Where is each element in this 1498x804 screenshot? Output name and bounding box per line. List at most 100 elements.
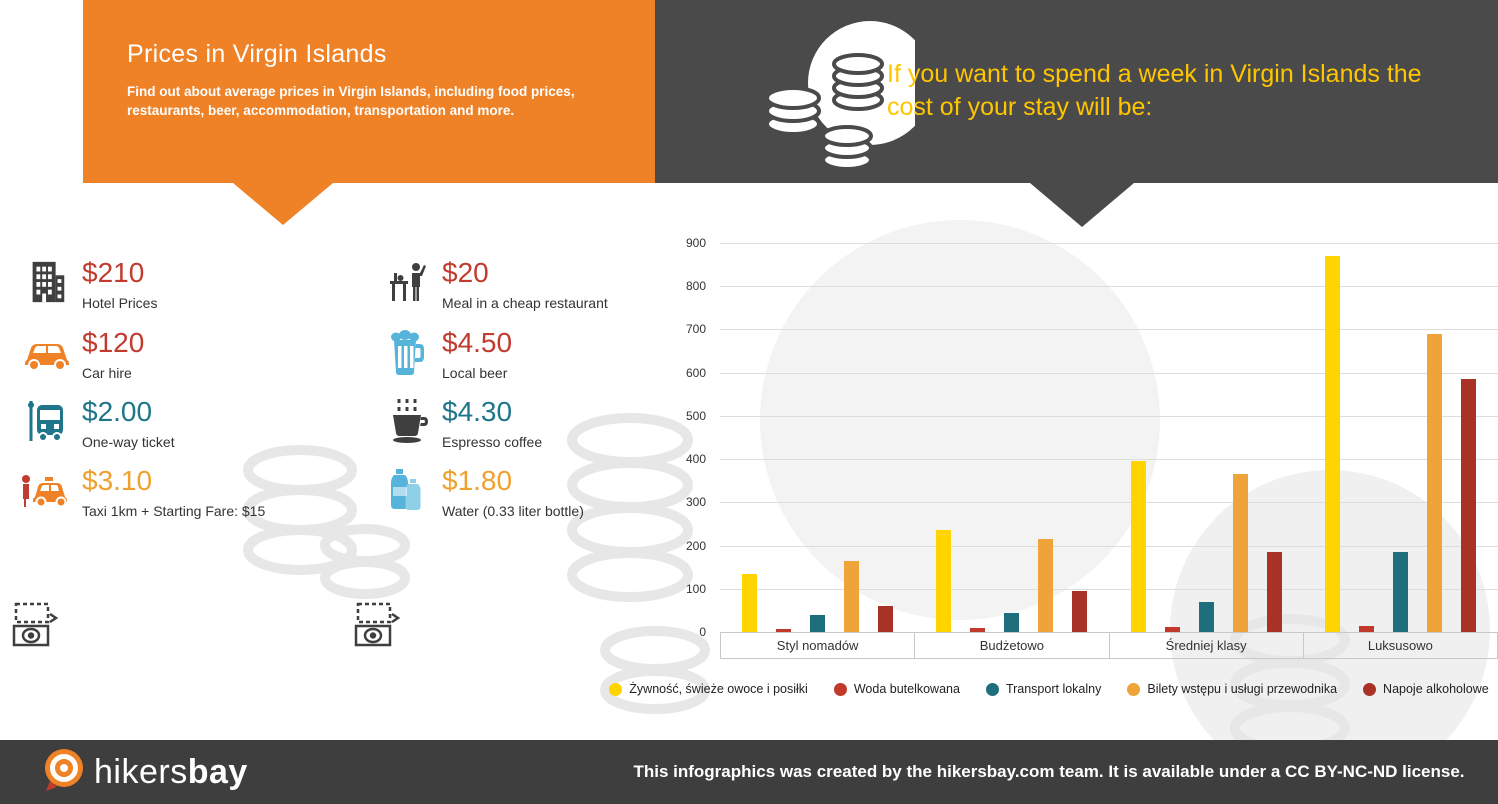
price-amount: $2.00 <box>82 396 153 427</box>
bar <box>1038 539 1054 632</box>
bar <box>809 614 825 632</box>
page-subtitle: Find out about average prices in Virgin … <box>127 84 575 118</box>
bar <box>1266 552 1282 632</box>
restaurant-icon <box>372 256 442 308</box>
bus-icon <box>12 395 82 447</box>
bar <box>1004 612 1020 632</box>
price-label: Meal in a cheap restaurant <box>442 294 608 311</box>
bar <box>1198 601 1214 632</box>
y-tick-label: 600 <box>685 365 706 380</box>
car-icon <box>12 326 82 378</box>
water-icon <box>372 464 442 516</box>
y-tick-label: 900 <box>685 236 706 250</box>
price-label: Local beer <box>442 364 508 381</box>
category-label: Styl nomadów <box>720 632 916 659</box>
bar <box>936 530 952 632</box>
stay-cost-heading: If you want to spend a week in Virgin Is… <box>887 60 1422 121</box>
price-amount: $20 <box>442 257 489 288</box>
page-title: Prices in Virgin Islands <box>127 40 387 68</box>
price-item-taxi: $3.10 Taxi 1km + Starting Fare: $15 <box>12 464 265 519</box>
legend-color-dot <box>609 682 623 696</box>
coins-icon <box>745 8 932 185</box>
credit-text: This infographics was created by the hik… <box>633 762 1465 781</box>
legend-label: Żywność, świeże owoce i posiłki <box>629 682 808 696</box>
legend-item: Transport lokalny <box>985 682 1102 696</box>
legend-label: Bilety wstępu i usługi przewodnika <box>1147 682 1338 696</box>
bar <box>1232 474 1248 632</box>
category-label: Budżetowo <box>914 632 1110 659</box>
bar <box>1427 333 1443 632</box>
y-tick-label: 100 <box>685 581 706 596</box>
legend-item: Napoje alkoholowe <box>1363 682 1489 696</box>
bar <box>1325 255 1341 632</box>
legend-item: Woda butelkowana <box>833 682 960 696</box>
price-item-espresso: $4.30 Espresso coffee <box>372 395 542 450</box>
y-tick-label: 200 <box>685 538 706 553</box>
category-label: Średniej klasy <box>1108 632 1304 659</box>
footer-bar: hikersbay This infographics was created … <box>0 740 1498 804</box>
dark-pointer-arrow <box>1030 183 1134 227</box>
legend-color-dot <box>985 682 999 696</box>
legend-label: Transport lokalny <box>1005 682 1102 696</box>
logo-text: hikersbay <box>94 752 248 791</box>
beer-icon <box>372 326 442 378</box>
money-exchange-icon <box>352 598 404 655</box>
price-item-one-way-ticket: $2.00 One-way ticket <box>12 395 175 450</box>
legend-color-dot <box>1363 682 1377 696</box>
coffee-icon <box>372 395 442 447</box>
legend-color-dot <box>1127 682 1141 696</box>
bar <box>970 627 986 632</box>
y-tick-label: 0 <box>699 625 706 639</box>
price-label: Car hire <box>82 364 132 381</box>
header-left-panel: Prices in Virgin Islands Find out about … <box>83 0 655 183</box>
bar <box>1393 552 1409 632</box>
orange-pointer-arrow <box>233 183 333 225</box>
chart-legend: Żywność, świeże owoce i posiłki Woda bute… <box>600 682 1498 696</box>
y-axis: 0 100 200 300 400 500 600 700 800 900 <box>660 236 712 639</box>
price-amount: $210 <box>82 257 145 288</box>
price-item-hotel: $210 Hotel Prices <box>12 256 157 311</box>
price-label: Hotel Prices <box>82 294 158 311</box>
price-label: One-way ticket <box>82 433 175 450</box>
y-tick-label: 300 <box>685 495 706 510</box>
price-amount: $4.50 <box>442 327 513 358</box>
price-label: Taxi 1km + Starting Fare: $15 <box>82 502 266 519</box>
price-label: Espresso coffee <box>442 433 543 450</box>
price-item-car-hire: $120 Car hire <box>12 326 144 381</box>
weekly-cost-bar-chart: 0 100 200 300 400 500 600 700 800 900 Styl nomadó… <box>609 230 1498 708</box>
price-item-local-beer: $4.50 Local beer <box>372 326 512 381</box>
price-amount: $4.30 <box>442 396 513 427</box>
money-exchange-icon <box>10 598 62 655</box>
x-axis-categories: Styl nomadów Budżetowo Średniej klasy Luksu… <box>720 632 1498 659</box>
bar-group-2 <box>915 243 1110 632</box>
legend-label: Napoje alkoholowe <box>1383 682 1489 696</box>
bars <box>720 243 1498 632</box>
price-amount: $1.80 <box>442 465 513 496</box>
category-label: Luksusowo <box>1302 632 1498 659</box>
bar <box>877 606 893 632</box>
bar <box>775 628 791 632</box>
bar <box>1461 379 1477 632</box>
price-amount: $3.10 <box>82 465 153 496</box>
hikersbay-pin-icon <box>42 747 84 798</box>
price-item-water: $1.80 Water (0.33 liter bottle) <box>372 464 584 519</box>
price-amount: $120 <box>82 327 145 358</box>
y-tick-label: 500 <box>685 408 706 423</box>
y-tick-label: 400 <box>685 452 706 467</box>
bar <box>741 573 757 632</box>
price-label: Water (0.33 liter bottle) <box>442 502 584 519</box>
legend-item: Bilety wstępu i usługi przewodnika <box>1127 682 1337 696</box>
bar <box>843 560 859 632</box>
bar-group-3 <box>1109 243 1304 632</box>
plot-area <box>720 243 1498 633</box>
y-tick-label: 800 <box>685 279 706 294</box>
header-right-panel: If you want to spend a week in Virgin Is… <box>655 0 1498 183</box>
hikersbay-logo[interactable]: hikersbay <box>42 747 248 798</box>
bar <box>1072 590 1088 632</box>
taxi-icon <box>12 464 82 516</box>
legend-item: Żywność, świeże owoce i posiłki <box>609 682 808 696</box>
legend-label: Woda butelkowana <box>853 682 960 696</box>
bar-group-4 <box>1304 243 1498 632</box>
bar <box>1130 461 1146 632</box>
